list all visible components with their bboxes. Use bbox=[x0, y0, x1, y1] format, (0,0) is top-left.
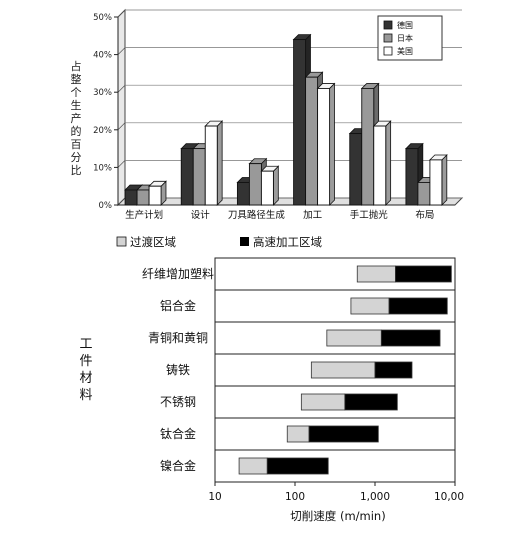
bar bbox=[192, 148, 206, 206]
x-tick-label: 100 bbox=[285, 491, 305, 503]
range-bar bbox=[344, 393, 398, 411]
x-tick-label: 10,00 bbox=[434, 491, 464, 503]
bar bbox=[317, 87, 331, 206]
x-tick-label: 手工抛光 bbox=[350, 209, 389, 221]
range-bar bbox=[286, 425, 310, 443]
legend-swatch bbox=[383, 20, 393, 30]
bar-side bbox=[216, 120, 223, 206]
range-bar bbox=[380, 329, 441, 347]
grid-line-diag bbox=[117, 47, 126, 55]
y-tick-label: 50% bbox=[93, 13, 112, 23]
grid-line-diag bbox=[117, 9, 126, 18]
range-bar bbox=[374, 361, 413, 379]
bar-side bbox=[441, 154, 448, 206]
legend-label: 德国 bbox=[397, 20, 413, 30]
x-tick-label: 10 bbox=[208, 491, 221, 503]
y-axis-title: 占整个生产的百分比 bbox=[71, 59, 82, 177]
grid-line-diag bbox=[117, 197, 126, 206]
bar bbox=[417, 181, 431, 206]
legend-label: 过渡区域 bbox=[130, 235, 176, 249]
range-bar bbox=[395, 265, 452, 283]
bar bbox=[429, 159, 443, 206]
bar bbox=[361, 87, 375, 206]
category-label: 钛合金 bbox=[160, 426, 196, 441]
bar bbox=[236, 181, 250, 206]
range-bar bbox=[350, 297, 390, 315]
x-axis-title: 切削速度 (m/min) bbox=[290, 509, 385, 523]
bar bbox=[349, 133, 363, 206]
bar bbox=[136, 189, 150, 206]
y-tick-label: 20% bbox=[93, 126, 112, 136]
range-bar bbox=[388, 297, 448, 315]
y-tick-label: 30% bbox=[93, 88, 112, 98]
legend-label: 高速加工区域 bbox=[253, 235, 322, 249]
bar bbox=[293, 39, 307, 206]
category-label: 铸铁 bbox=[166, 362, 190, 377]
category-label: 镍合金 bbox=[160, 458, 196, 473]
x-tick-label: 生产计划 bbox=[125, 209, 163, 221]
range-bar bbox=[356, 265, 396, 283]
x-tick-label: 设计 bbox=[191, 209, 211, 221]
bar-side bbox=[273, 165, 279, 206]
category-label: 纤维增加塑料 bbox=[142, 266, 214, 281]
x-tick-label: 加工 bbox=[303, 210, 323, 221]
bar bbox=[405, 148, 419, 206]
bar bbox=[260, 170, 274, 206]
x-tick-label: 布局 bbox=[415, 209, 434, 221]
bar bbox=[148, 185, 162, 206]
category-label: 铝合金 bbox=[160, 298, 196, 313]
bar bbox=[124, 189, 138, 206]
bar bbox=[305, 76, 319, 206]
grid-line-diag bbox=[117, 122, 126, 131]
legend-label: 日本 bbox=[397, 33, 413, 43]
y-tick-label: 0% bbox=[99, 201, 113, 211]
y-tick-label: 10% bbox=[93, 163, 112, 173]
bar bbox=[248, 163, 262, 206]
legend-label: 美国 bbox=[397, 46, 413, 56]
bar bbox=[180, 148, 194, 206]
range-bar bbox=[266, 457, 329, 475]
x-tick-label: 1,000 bbox=[360, 491, 390, 503]
bar bbox=[204, 125, 218, 206]
plot-frame bbox=[214, 257, 456, 483]
bar-side bbox=[329, 82, 335, 206]
range-bar bbox=[326, 329, 382, 347]
y-axis-title: 工件材料 bbox=[79, 337, 92, 403]
legend-swatch bbox=[240, 237, 249, 246]
category-label: 不锈钢 bbox=[160, 395, 196, 409]
category-label: 青铜和黄铜 bbox=[148, 330, 208, 345]
bar bbox=[373, 125, 387, 206]
x-tick-label: 刀具路径生成 bbox=[228, 209, 286, 221]
grid-line-diag bbox=[117, 84, 126, 93]
range-bar bbox=[310, 361, 376, 379]
bar-side bbox=[385, 120, 392, 206]
range-bar bbox=[308, 425, 379, 443]
y-tick-label: 40% bbox=[93, 51, 112, 61]
left-wall bbox=[117, 8, 126, 207]
range-bar bbox=[238, 457, 268, 475]
grid-line-diag bbox=[117, 160, 126, 168]
legend-swatch bbox=[116, 236, 127, 247]
legend-swatch bbox=[383, 46, 393, 56]
legend-swatch bbox=[383, 33, 393, 43]
range-bar bbox=[300, 393, 346, 411]
